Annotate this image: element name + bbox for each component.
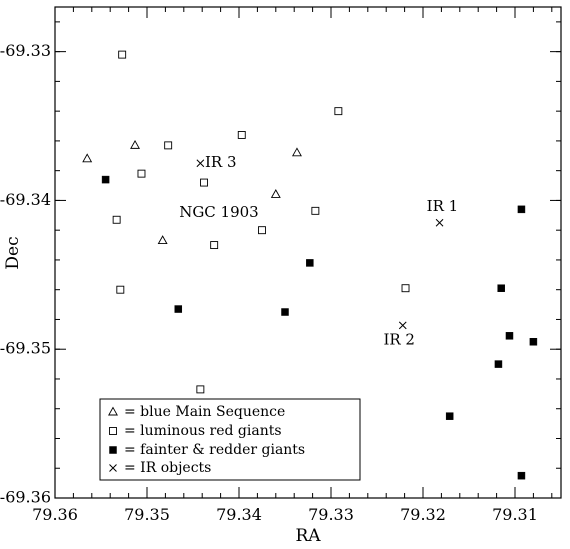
data-point: [82, 153, 93, 163]
data-point: [401, 284, 410, 293]
data-point: [210, 241, 219, 250]
data-point: [435, 218, 444, 227]
x-tick-label: 79.32: [400, 505, 446, 524]
legend-marker: [109, 446, 117, 454]
data-point: [137, 169, 146, 178]
data-point: [494, 360, 503, 368]
data-point: [291, 147, 302, 157]
x-tick-label: 79.33: [308, 505, 354, 524]
data-point: [334, 107, 343, 116]
legend: = blue Main Sequence = luminous red giant…: [99, 398, 361, 481]
axis-ticks: [54, 7, 561, 499]
data-point: [237, 131, 246, 139]
data-point: [270, 189, 281, 198]
data-point: [112, 215, 121, 224]
x-tick-label: 79.31: [492, 505, 538, 524]
data-point: [196, 385, 205, 394]
data-point: [196, 159, 205, 168]
annotation-label: IR 1: [427, 197, 459, 215]
x-tick-label: 79.36: [32, 505, 78, 524]
y-tick-label: -69.35: [0, 339, 51, 358]
legend-entry-label: = luminous red giants: [124, 423, 282, 439]
data-point: [505, 332, 514, 340]
data-point: [157, 235, 168, 245]
data-point: [311, 206, 320, 215]
legend-marker: [109, 427, 117, 435]
axis-tick-labels: 79.36 79.35 79.34 79.33 79.32 79.31 -69.33 -69.…: [0, 41, 538, 524]
legend-entry-label: = IR objects: [124, 460, 211, 476]
data-point: [101, 175, 110, 184]
legend-marker: [108, 406, 118, 416]
data-point: [164, 141, 173, 150]
data-point: [200, 178, 208, 187]
annotation-label: IR 3: [205, 153, 237, 171]
data-point: [306, 259, 314, 267]
x-axis-title: RA: [295, 526, 321, 546]
legend-entry-label: = blue Main Sequence: [124, 404, 285, 420]
x-tick-label: 79.35: [124, 505, 170, 524]
data-point: [398, 321, 407, 330]
legend-marker: [109, 464, 117, 472]
data-point: [497, 284, 505, 292]
legend-items: = blue Main Sequence = luminous red giant…: [108, 404, 305, 476]
data-point: [130, 139, 141, 149]
data-points: [82, 50, 538, 480]
y-tick-label: -69.33: [0, 41, 51, 60]
data-point: [529, 338, 538, 346]
y-tick-label: -69.34: [0, 190, 51, 209]
plot-frame: [54, 6, 562, 499]
data-point: [517, 471, 526, 480]
data-point: [281, 308, 289, 316]
y-axis-title: Dec: [3, 236, 23, 269]
x-tick-label: 79.34: [216, 505, 262, 524]
y-tick-label: -69.36: [0, 488, 51, 507]
annotation-label: NGC 1903: [179, 203, 259, 221]
legend-box: [99, 398, 361, 481]
annotations: IR 3 IR 1 IR 2 NGC 1903: [179, 153, 458, 349]
data-point: [116, 285, 125, 294]
data-point: [258, 226, 266, 235]
data-point: [118, 50, 127, 59]
legend-entry-label: = fainter & redder giants: [124, 442, 305, 458]
annotation-label: IR 2: [383, 331, 415, 349]
data-point: [517, 205, 526, 214]
data-point: [445, 412, 454, 420]
data-point: [174, 305, 183, 313]
